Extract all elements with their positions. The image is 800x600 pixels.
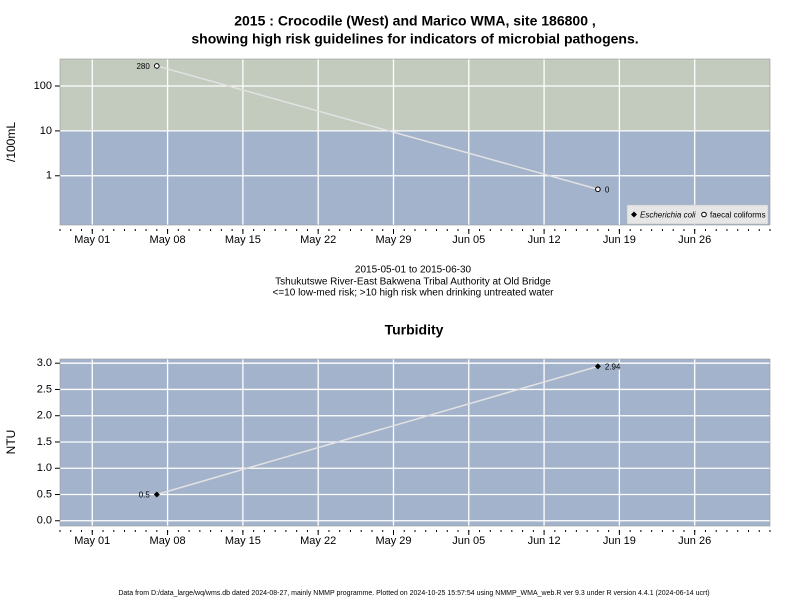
x-tick-label: Jun 05 [452, 535, 485, 547]
y-tick-label: 0.0 [37, 515, 52, 527]
x-tick-label: May 22 [300, 535, 336, 547]
note: <=10 low-med risk; >10 high risk when dr… [273, 288, 555, 299]
y-tick-label: 2.5 [37, 383, 52, 395]
data-label: 0.5 [139, 491, 151, 500]
legend-label: Escherichia coli [640, 211, 696, 220]
x-tick-label: May 29 [375, 234, 411, 246]
data-point [594, 363, 601, 370]
data-point [153, 491, 160, 498]
chart-title: Turbidity [385, 322, 444, 338]
x-tick-label: May 15 [225, 234, 261, 246]
y-tick-label: 1 [46, 170, 52, 182]
data-point [595, 186, 601, 193]
high-risk-band [60, 59, 770, 131]
chart-title: showing high risk guidelines for indicat… [191, 31, 638, 47]
legend-box [626, 204, 769, 225]
x-tick-label: Jun 12 [528, 535, 561, 547]
x-tick-label: May 15 [225, 535, 261, 547]
x-tick-label: May 08 [150, 234, 186, 246]
x-tick-label: May 01 [74, 535, 110, 547]
y-axis-label: /100mL [4, 122, 18, 162]
legend-label: faecal coliforms [710, 211, 766, 220]
x-tick-label: May 08 [150, 535, 186, 547]
x-tick-label: May 29 [375, 535, 411, 547]
x-tick-label: May 22 [300, 234, 336, 246]
x-tick-label: May 01 [74, 234, 110, 246]
x-tick-label: Jun 12 [528, 234, 561, 246]
series-line [156, 65, 599, 191]
x-tick-label: Jun 19 [603, 234, 636, 246]
x-tick-label: Jun 26 [678, 234, 711, 246]
x-tick-label: Jun 05 [452, 234, 485, 246]
series-line [156, 365, 599, 496]
x-tick-label: Jun 19 [603, 535, 636, 547]
data-label: 280 [136, 62, 150, 71]
note: 2015-05-01 to 2015-06-30 [355, 265, 472, 276]
data-point [154, 63, 160, 69]
data-label: 2.94 [605, 362, 621, 371]
y-tick-label: 10 [40, 125, 52, 137]
legend-marker [631, 211, 637, 218]
y-axis-label: NTU [4, 430, 18, 455]
chart-title: 2015 : Crocodile (West) and Marico WMA, … [234, 13, 596, 29]
y-tick-label: 2.0 [37, 410, 52, 422]
y-tick-label: 1.5 [37, 436, 52, 448]
plot-frame [59, 58, 771, 226]
y-tick-label: 3.0 [37, 357, 52, 369]
y-tick-label: 100 [34, 80, 52, 92]
note: Tshukutswe River-East Bakwena Tribal Aut… [275, 277, 551, 288]
y-tick-label: 1.0 [37, 462, 52, 474]
plot-frame [59, 358, 771, 527]
data-label: 0 [605, 185, 610, 194]
footer: Data from D:/data_large/wq/wms.db dated … [118, 590, 709, 597]
legend-marker [701, 211, 707, 218]
x-tick-label: Jun 26 [678, 535, 711, 547]
y-tick-label: 0.5 [37, 488, 52, 500]
